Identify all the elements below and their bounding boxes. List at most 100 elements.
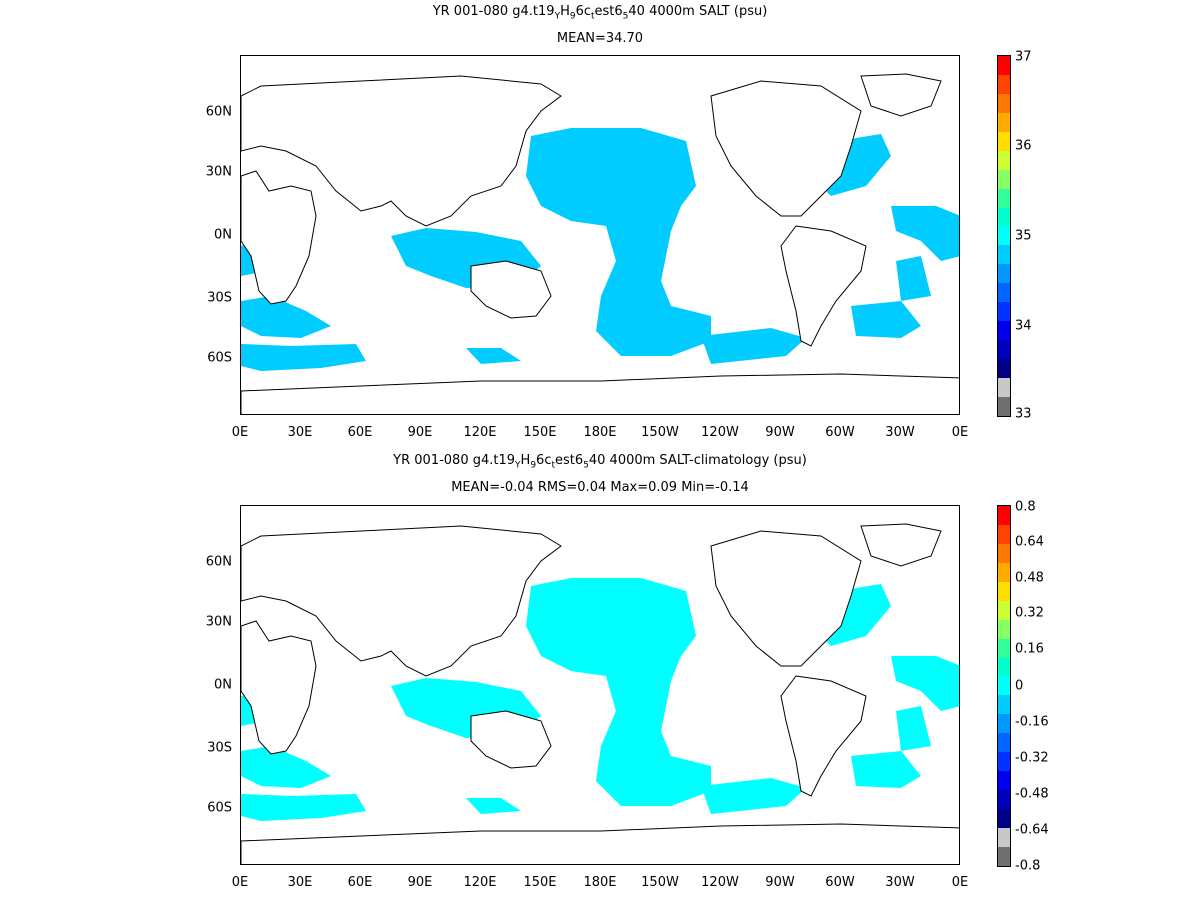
landmass (241, 170, 317, 305)
colorbar-swatch (998, 638, 1010, 658)
colorbar-swatch (998, 396, 1010, 416)
salinity-contour-fill (466, 348, 521, 364)
colorbar-swatch (998, 377, 1010, 397)
landmass (470, 260, 552, 319)
lat-label-30s: 30S (207, 290, 232, 306)
salinity-contour-fill (241, 296, 331, 338)
colorbar-swatch (998, 790, 1010, 809)
colorbar-label: -0.32 (1015, 750, 1049, 766)
colorbar-swatch (998, 506, 1010, 525)
colorbar-swatch (998, 714, 1010, 734)
colorbar-label: 0.32 (1015, 605, 1044, 621)
salinity-contour-fill (896, 706, 931, 751)
salinity-contour-fill (891, 206, 959, 261)
lon-label: 150E (523, 875, 557, 890)
lon-label: 30E (287, 875, 313, 890)
colorbar-label: 34 (1015, 318, 1032, 334)
salinity-contour-fill (851, 301, 921, 338)
colorbar-label: -0.8 (1015, 858, 1041, 874)
colorbar-swatch (998, 600, 1010, 620)
lon-label: 60E (347, 425, 373, 440)
lon-label: 150W (641, 875, 679, 890)
panel-1-colorbar (997, 55, 1011, 417)
colorbar-swatch (998, 619, 1010, 639)
salinity-contour-fill (466, 798, 521, 814)
landmass (780, 225, 867, 347)
lon-label: 90E (407, 425, 433, 440)
colorbar-label: 33 (1015, 406, 1032, 422)
colorbar-label: 0 (1015, 678, 1024, 694)
colorbar-swatch (998, 695, 1010, 715)
lon-label: 60W (825, 875, 855, 890)
coastline (241, 73, 959, 414)
salinity-contour-fill (891, 656, 959, 711)
lon-label: 150E (523, 425, 557, 440)
colorbar-swatch (998, 846, 1010, 866)
landmass (860, 73, 942, 117)
lat-label-0n: 0N (214, 227, 232, 243)
colorbar-swatch (998, 340, 1010, 359)
colorbar-label: -0.48 (1015, 786, 1049, 802)
colorbar-swatch (998, 676, 1010, 696)
colorbar-swatch (998, 150, 1010, 170)
colorbar-swatch (998, 226, 1010, 246)
lon-label: 90W (765, 875, 795, 890)
colorbar-swatch (998, 543, 1010, 563)
colorbar-swatch (998, 581, 1010, 601)
lon-label: 120W (701, 875, 739, 890)
salinity-contour-fill (241, 746, 331, 788)
lon-label: 120W (701, 425, 739, 440)
panel-1-title: YR 001-080 g4.t19YH96ctest6540 4000m SAL… (432, 4, 768, 22)
colorbar-swatch (998, 752, 1010, 772)
colorbar-swatch (998, 359, 1010, 378)
coastline (241, 523, 959, 864)
colorbar-swatch (998, 245, 1010, 265)
salinity-contour-fill (526, 128, 711, 356)
colorbar-swatch (998, 188, 1010, 208)
colorbar-label: -0.16 (1015, 714, 1049, 730)
colorbar-swatch (998, 131, 1010, 151)
colorbar-label: 0.48 (1015, 570, 1044, 586)
colorbar-swatch (998, 207, 1010, 227)
panel-1-map-svg (241, 73, 959, 414)
colorbar-label: 37 (1015, 49, 1032, 65)
landmass (470, 710, 552, 769)
colorbar-swatch (998, 809, 1010, 828)
colorbar-swatch (998, 524, 1010, 544)
panel-1-map (240, 55, 960, 415)
lon-label: 0E (951, 875, 969, 890)
panel-1-stats: MEAN=34.70 (556, 31, 644, 46)
lon-label: 120E (463, 875, 497, 890)
colorbar-swatch (998, 56, 1010, 75)
landmass (241, 373, 959, 414)
salinity-contour-fill (241, 794, 366, 821)
salinity-contour-fill (526, 578, 711, 806)
landmass (780, 675, 867, 797)
colorbar-label: 35 (1015, 228, 1032, 244)
lon-label: 30W (885, 425, 915, 440)
lat-label-30n: 30N (205, 164, 232, 180)
salinity-contour-fill (241, 344, 366, 371)
landmass (710, 80, 862, 217)
landmass (241, 823, 959, 864)
panel-2-colorbar (997, 505, 1011, 867)
lon-label: 60E (347, 875, 373, 890)
lat-label-60s: 60S (207, 800, 232, 816)
salinity-contour-fill (701, 328, 806, 364)
colorbar-swatch (998, 283, 1010, 303)
lon-label: 30E (287, 425, 313, 440)
landmass (241, 620, 317, 755)
lat-label-60n: 60N (205, 554, 232, 570)
lat-label-30n: 30N (205, 614, 232, 630)
colorbar-swatch (998, 264, 1010, 284)
salinity-contour-fill (851, 751, 921, 788)
colorbar-swatch (998, 562, 1010, 582)
salinity-contour-fill (896, 256, 931, 301)
panel-2-stats: MEAN=-0.04 RMS=0.04 Max=0.09 Min=-0.14 (451, 480, 749, 495)
lon-label: 30W (885, 875, 915, 890)
lat-label-30s: 30S (207, 740, 232, 756)
lon-label: 180E (583, 425, 617, 440)
colorbar-label: 0.64 (1015, 534, 1044, 550)
colorbar-swatch (998, 733, 1010, 753)
colorbar-swatch (998, 321, 1010, 341)
